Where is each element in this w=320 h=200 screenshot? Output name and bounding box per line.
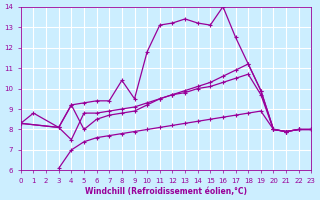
- X-axis label: Windchill (Refroidissement éolien,°C): Windchill (Refroidissement éolien,°C): [85, 187, 247, 196]
